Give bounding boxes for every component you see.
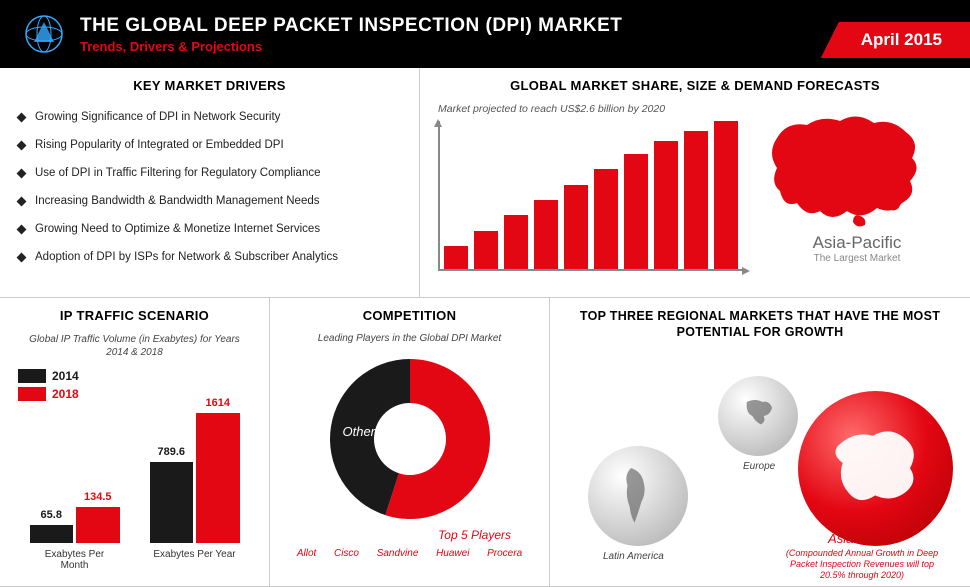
legend-label: 2018	[52, 387, 79, 401]
asia-pacific-map-icon	[762, 103, 932, 233]
driver-text: Increasing Bandwidth & Bandwidth Managem…	[35, 195, 319, 207]
regional-title: TOP THREE REGIONAL MARKETS THAT HAVE THE…	[568, 308, 952, 341]
player-name: Procera	[487, 548, 522, 559]
traffic-subtitle: Global IP Traffic Volume (in Exabytes) f…	[18, 333, 251, 359]
bullet-diamond-icon	[17, 196, 27, 206]
driver-item: Rising Popularity of Integrated or Embed…	[18, 131, 401, 159]
competition-subtitle: Leading Players in the Global DPI Market	[288, 333, 531, 344]
player-name: Cisco	[334, 548, 359, 559]
traffic-panel: IP TRAFFIC SCENARIO Global IP Traffic Vo…	[0, 298, 270, 586]
date-badge: April 2015	[821, 22, 970, 58]
forecast-bar	[654, 141, 678, 269]
driver-item: Increasing Bandwidth & Bandwidth Managem…	[18, 187, 401, 215]
globe-europe	[718, 376, 798, 456]
forecast-bar	[474, 231, 498, 269]
player-name: Allot	[297, 548, 316, 559]
page-title: THE GLOBAL DEEP PACKET INSPECTION (DPI) …	[80, 15, 622, 37]
traffic-bar-value: 65.8	[30, 509, 74, 521]
traffic-bar-value: 1614	[196, 397, 240, 409]
driver-item: Growing Significance of DPI in Network S…	[18, 103, 401, 131]
legend-item: 2014	[18, 369, 251, 383]
competition-panel: COMPETITION Leading Players in the Globa…	[270, 298, 550, 586]
drivers-title: KEY MARKET DRIVERS	[18, 78, 401, 93]
brand-logo-icon	[24, 14, 64, 54]
drivers-panel: KEY MARKET DRIVERS Growing Significance …	[0, 68, 420, 297]
page-subtitle: Trends, Drivers & Projections	[80, 39, 622, 54]
traffic-bar-group: 65.8134.5Exabytes Per Month	[30, 413, 120, 571]
forecast-bar	[714, 121, 738, 269]
globe-label: Latin America	[603, 551, 664, 562]
competition-title: COMPETITION	[288, 308, 531, 323]
traffic-bar-chart: 65.8134.5Exabytes Per Month789.61614Exab…	[18, 413, 251, 571]
forecast-bar-chart	[438, 121, 742, 271]
legend-swatch	[18, 369, 46, 383]
globe-label: Europe	[743, 461, 775, 472]
forecast-bar	[684, 131, 708, 269]
driver-text: Adoption of DPI by ISPs for Network & Su…	[35, 251, 338, 263]
traffic-title: IP TRAFFIC SCENARIO	[18, 308, 251, 323]
traffic-xlabel: Exabytes Per Month	[30, 549, 120, 571]
regional-globes: Asia-Pacific (Compounded Annual Growth i…	[568, 351, 952, 581]
header-bar: THE GLOBAL DEEP PACKET INSPECTION (DPI) …	[0, 0, 970, 68]
forecast-region-sub: The Largest Market	[762, 253, 952, 264]
driver-item: Adoption of DPI by ISPs for Network & Su…	[18, 243, 401, 271]
regional-panel: TOP THREE REGIONAL MARKETS THAT HAVE THE…	[550, 298, 970, 586]
forecasts-panel: GLOBAL MARKET SHARE, SIZE & DEMAND FOREC…	[420, 68, 970, 297]
driver-text: Growing Need to Optimize & Monetize Inte…	[35, 223, 320, 235]
bullet-diamond-icon	[17, 112, 27, 122]
forecast-bar	[594, 169, 618, 269]
forecast-bar	[444, 246, 468, 269]
driver-text: Use of DPI in Traffic Filtering for Regu…	[35, 167, 320, 179]
forecast-bar	[624, 154, 648, 269]
competition-players-list: Allot Cisco Sandvine Huawei Procera	[288, 548, 531, 559]
driver-text: Rising Popularity of Integrated or Embed…	[35, 139, 284, 151]
bullet-diamond-icon	[17, 224, 27, 234]
globe-latin-america	[588, 446, 688, 546]
forecast-bar	[504, 215, 528, 269]
traffic-bar-value: 789.6	[150, 446, 194, 458]
traffic-bar: 1614	[196, 413, 240, 543]
asia-pacific-map-block: Asia-Pacific The Largest Market	[762, 103, 952, 264]
driver-item: Growing Need to Optimize & Monetize Inte…	[18, 215, 401, 243]
traffic-bar: 134.5	[76, 507, 120, 543]
traffic-bar: 65.8	[30, 525, 74, 543]
traffic-xlabel: Exabytes Per Year	[150, 549, 240, 560]
forecast-region-name: Asia-Pacific	[762, 233, 952, 253]
bullet-diamond-icon	[17, 140, 27, 150]
forecasts-title: GLOBAL MARKET SHARE, SIZE & DEMAND FOREC…	[438, 78, 952, 93]
donut-top5-label: Top 5 Players	[288, 528, 511, 542]
forecast-bar	[564, 185, 588, 269]
donut-others-label: Others	[343, 424, 382, 439]
player-name: Huawei	[436, 548, 469, 559]
traffic-bar-group: 789.61614 Exabytes Per Year	[150, 413, 240, 571]
legend-label: 2014	[52, 369, 79, 383]
legend-swatch	[18, 387, 46, 401]
traffic-bar-value: 134.5	[76, 491, 120, 503]
driver-item: Use of DPI in Traffic Filtering for Regu…	[18, 159, 401, 187]
traffic-bar: 789.6	[150, 462, 194, 543]
forecast-caption: Market projected to reach US$2.6 billion…	[438, 103, 742, 115]
competition-donut-chart: Others	[325, 354, 495, 524]
driver-text: Growing Significance of DPI in Network S…	[35, 111, 280, 123]
bullet-diamond-icon	[17, 252, 27, 262]
globe-asia-pacific	[798, 391, 953, 546]
drivers-list: Growing Significance of DPI in Network S…	[18, 103, 401, 271]
forecast-bar	[534, 200, 558, 269]
bullet-diamond-icon	[17, 168, 27, 178]
player-name: Sandvine	[377, 548, 419, 559]
